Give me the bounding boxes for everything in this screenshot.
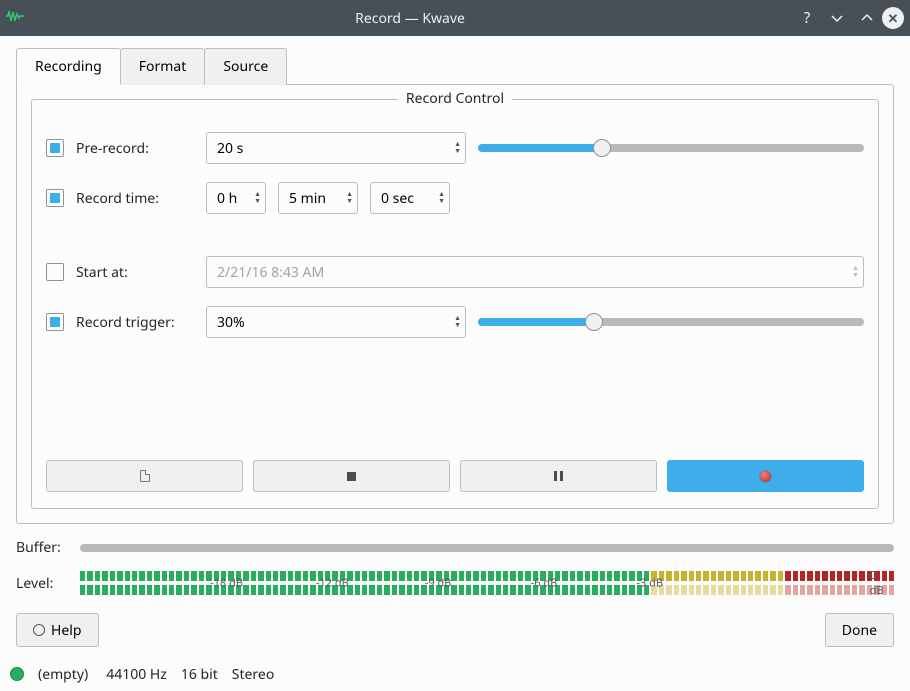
record-button[interactable] <box>667 460 864 492</box>
maximize-button[interactable] <box>852 3 882 33</box>
spin-arrows-icon[interactable]: ▲▼ <box>438 191 445 205</box>
buffer-progress <box>80 544 894 552</box>
trigger-spinbox[interactable]: 30% ▲▼ <box>206 306 466 338</box>
pause-icon <box>554 471 563 481</box>
group-title: Record Control <box>398 89 512 108</box>
spin-arrows-icon: ▲▼ <box>852 265 859 279</box>
level-label: Level: <box>16 574 66 593</box>
minimize-button[interactable] <box>822 3 852 33</box>
recordtime-checkbox[interactable] <box>46 189 64 207</box>
close-button[interactable]: ✕ <box>882 7 904 29</box>
trigger-label: Record trigger: <box>76 313 194 332</box>
window-title: Record — Kwave <box>28 9 792 28</box>
tab-source[interactable]: Source <box>204 48 287 85</box>
minutes-spinbox[interactable]: 5 min▲▼ <box>278 182 358 214</box>
spin-arrows-icon[interactable]: ▲▼ <box>454 141 461 155</box>
done-button[interactable]: Done <box>825 613 894 647</box>
help-button[interactable]: Help <box>16 613 99 647</box>
status-bar: (empty) 44100 Hz 16 bit Stereo <box>0 657 910 691</box>
pause-button[interactable] <box>460 460 657 492</box>
prerecord-spinbox[interactable]: 20 s ▲▼ <box>206 132 466 164</box>
hours-spinbox[interactable]: 0 h▲▼ <box>206 182 266 214</box>
startat-datetime: 2/21/16 8:43 AM ▲▼ <box>206 256 864 288</box>
status-empty: (empty) <box>38 665 88 684</box>
prerecord-slider[interactable] <box>478 144 864 152</box>
startat-checkbox[interactable] <box>46 263 64 281</box>
app-icon <box>0 9 28 28</box>
stop-icon <box>347 472 356 481</box>
prerecord-label: Pre-record: <box>76 139 194 158</box>
spin-arrows-icon[interactable]: ▲▼ <box>346 191 353 205</box>
tab-recording[interactable]: Recording <box>16 48 121 85</box>
recordtime-label: Record time: <box>76 189 194 208</box>
tab-format[interactable]: Format <box>120 48 206 85</box>
tab-panel-recording: Record Control Pre-record: 20 s ▲▼ Recor… <box>16 84 894 524</box>
status-bits: 16 bit <box>181 665 218 684</box>
startat-label: Start at: <box>76 263 194 282</box>
slider-thumb[interactable] <box>585 313 603 331</box>
spin-arrows-icon[interactable]: ▲▼ <box>254 191 261 205</box>
spin-arrows-icon[interactable]: ▲▼ <box>454 315 461 329</box>
slider-thumb[interactable] <box>593 139 611 157</box>
help-icon <box>33 624 45 636</box>
record-icon <box>760 471 771 482</box>
trigger-slider[interactable] <box>478 318 864 326</box>
record-control-group: Record Control Pre-record: 20 s ▲▼ Recor… <box>31 99 879 509</box>
prerecord-checkbox[interactable] <box>46 139 64 157</box>
trigger-checkbox[interactable] <box>46 313 64 331</box>
seconds-spinbox[interactable]: 0 sec▲▼ <box>370 182 450 214</box>
new-file-icon <box>140 470 150 482</box>
titlebar: Record — Kwave ? ✕ <box>0 0 910 36</box>
tabs: Recording Format Source <box>16 48 894 85</box>
help-titlebar-button[interactable]: ? <box>792 3 822 33</box>
status-rate: 44100 Hz <box>106 665 167 684</box>
level-meter: -18 dB-12 dB-9 dB-6 dB-3 dB0 dB <box>80 571 894 595</box>
stop-button[interactable] <box>253 460 450 492</box>
status-dot-icon <box>10 667 24 681</box>
new-button[interactable] <box>46 460 243 492</box>
status-channels: Stereo <box>232 665 275 684</box>
buffer-label: Buffer: <box>16 538 66 557</box>
